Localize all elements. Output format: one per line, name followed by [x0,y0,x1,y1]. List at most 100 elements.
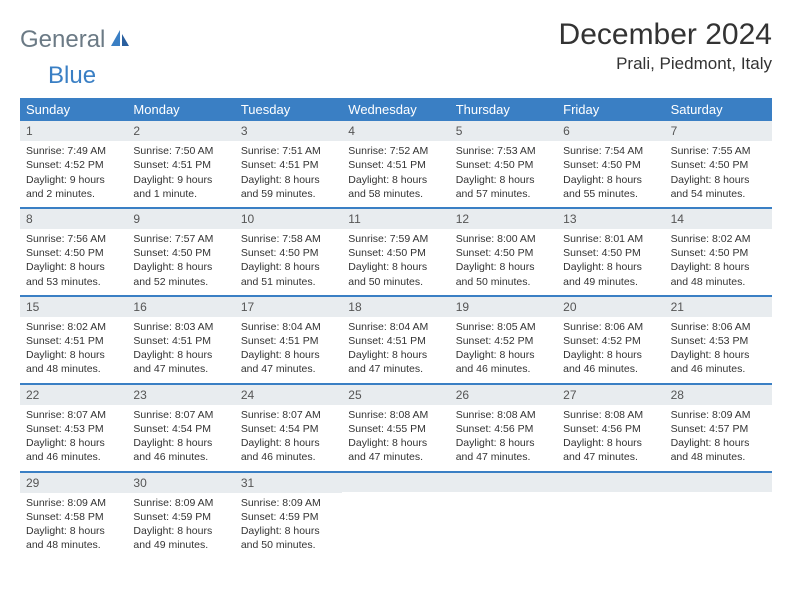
daylight-line: Daylight: 8 hours and 57 minutes. [456,173,551,201]
day-number: 20 [557,297,664,317]
day-number: 23 [127,385,234,405]
sunset-line: Sunset: 4:50 PM [241,246,336,260]
day-cell: 5Sunrise: 7:53 AMSunset: 4:50 PMDaylight… [450,121,557,207]
day-cell: 3Sunrise: 7:51 AMSunset: 4:51 PMDaylight… [235,121,342,207]
sunrise-line: Sunrise: 8:02 AM [26,320,121,334]
day-cell [450,473,557,559]
daylight-line: Daylight: 8 hours and 50 minutes. [241,524,336,552]
day-cell: 23Sunrise: 8:07 AMSunset: 4:54 PMDayligh… [127,385,234,471]
day-body: Sunrise: 8:00 AMSunset: 4:50 PMDaylight:… [450,229,557,295]
day-body: Sunrise: 8:07 AMSunset: 4:54 PMDaylight:… [235,405,342,471]
sunrise-line: Sunrise: 8:03 AM [133,320,228,334]
weekday-header: Saturday [665,98,772,121]
sunrise-line: Sunrise: 8:04 AM [241,320,336,334]
sunset-line: Sunset: 4:50 PM [671,246,766,260]
sunrise-line: Sunrise: 8:09 AM [133,496,228,510]
sunset-line: Sunset: 4:50 PM [563,158,658,172]
sunrise-line: Sunrise: 8:08 AM [563,408,658,422]
day-cell: 6Sunrise: 7:54 AMSunset: 4:50 PMDaylight… [557,121,664,207]
day-body: Sunrise: 8:02 AMSunset: 4:51 PMDaylight:… [20,317,127,383]
day-number: 19 [450,297,557,317]
day-cell: 7Sunrise: 7:55 AMSunset: 4:50 PMDaylight… [665,121,772,207]
day-cell: 14Sunrise: 8:02 AMSunset: 4:50 PMDayligh… [665,209,772,295]
day-body: Sunrise: 8:06 AMSunset: 4:52 PMDaylight:… [557,317,664,383]
day-cell: 18Sunrise: 8:04 AMSunset: 4:51 PMDayligh… [342,297,449,383]
sunrise-line: Sunrise: 8:01 AM [563,232,658,246]
day-number: 31 [235,473,342,493]
sail-icon [109,28,131,53]
day-number: 14 [665,209,772,229]
sunrise-line: Sunrise: 8:09 AM [671,408,766,422]
day-number [342,473,449,492]
day-number: 5 [450,121,557,141]
sunset-line: Sunset: 4:50 PM [563,246,658,260]
day-cell: 10Sunrise: 7:58 AMSunset: 4:50 PMDayligh… [235,209,342,295]
day-cell: 31Sunrise: 8:09 AMSunset: 4:59 PMDayligh… [235,473,342,559]
day-cell: 17Sunrise: 8:04 AMSunset: 4:51 PMDayligh… [235,297,342,383]
sunrise-line: Sunrise: 8:06 AM [671,320,766,334]
day-body: Sunrise: 8:08 AMSunset: 4:56 PMDaylight:… [557,405,664,471]
day-cell: 20Sunrise: 8:06 AMSunset: 4:52 PMDayligh… [557,297,664,383]
sunset-line: Sunset: 4:50 PM [456,246,551,260]
sunrise-line: Sunrise: 8:05 AM [456,320,551,334]
weeks-container: 1Sunrise: 7:49 AMSunset: 4:52 PMDaylight… [20,121,772,558]
day-body [665,492,772,542]
day-number [665,473,772,492]
daylight-line: Daylight: 8 hours and 53 minutes. [26,260,121,288]
daylight-line: Daylight: 8 hours and 47 minutes. [348,436,443,464]
sunset-line: Sunset: 4:50 PM [348,246,443,260]
day-number: 15 [20,297,127,317]
day-number: 4 [342,121,449,141]
day-body: Sunrise: 8:02 AMSunset: 4:50 PMDaylight:… [665,229,772,295]
day-cell: 4Sunrise: 7:52 AMSunset: 4:51 PMDaylight… [342,121,449,207]
day-cell: 21Sunrise: 8:06 AMSunset: 4:53 PMDayligh… [665,297,772,383]
daylight-line: Daylight: 8 hours and 52 minutes. [133,260,228,288]
calendar: SundayMondayTuesdayWednesdayThursdayFrid… [20,98,772,558]
day-number: 28 [665,385,772,405]
sunset-line: Sunset: 4:58 PM [26,510,121,524]
day-cell: 1Sunrise: 7:49 AMSunset: 4:52 PMDaylight… [20,121,127,207]
week-row: 22Sunrise: 8:07 AMSunset: 4:53 PMDayligh… [20,385,772,473]
sunset-line: Sunset: 4:57 PM [671,422,766,436]
day-number: 13 [557,209,664,229]
day-number: 18 [342,297,449,317]
week-row: 8Sunrise: 7:56 AMSunset: 4:50 PMDaylight… [20,209,772,297]
day-number: 7 [665,121,772,141]
daylight-line: Daylight: 8 hours and 46 minutes. [133,436,228,464]
day-cell: 25Sunrise: 8:08 AMSunset: 4:55 PMDayligh… [342,385,449,471]
daylight-line: Daylight: 8 hours and 46 minutes. [241,436,336,464]
day-body: Sunrise: 8:09 AMSunset: 4:59 PMDaylight:… [235,493,342,559]
day-number: 25 [342,385,449,405]
sunrise-line: Sunrise: 8:07 AM [241,408,336,422]
sunrise-line: Sunrise: 8:07 AM [133,408,228,422]
daylight-line: Daylight: 8 hours and 58 minutes. [348,173,443,201]
sunrise-line: Sunrise: 8:06 AM [563,320,658,334]
sunrise-line: Sunrise: 7:55 AM [671,144,766,158]
daylight-line: Daylight: 8 hours and 54 minutes. [671,173,766,201]
day-cell: 29Sunrise: 8:09 AMSunset: 4:58 PMDayligh… [20,473,127,559]
day-body: Sunrise: 7:58 AMSunset: 4:50 PMDaylight:… [235,229,342,295]
day-body: Sunrise: 7:51 AMSunset: 4:51 PMDaylight:… [235,141,342,207]
sunset-line: Sunset: 4:53 PM [26,422,121,436]
sunrise-line: Sunrise: 8:02 AM [671,232,766,246]
daylight-line: Daylight: 8 hours and 47 minutes. [456,436,551,464]
daylight-line: Daylight: 8 hours and 49 minutes. [133,524,228,552]
daylight-line: Daylight: 8 hours and 47 minutes. [563,436,658,464]
daylight-line: Daylight: 8 hours and 47 minutes. [133,348,228,376]
day-number: 6 [557,121,664,141]
sunrise-line: Sunrise: 7:57 AM [133,232,228,246]
day-cell: 16Sunrise: 8:03 AMSunset: 4:51 PMDayligh… [127,297,234,383]
sunset-line: Sunset: 4:51 PM [241,334,336,348]
day-body: Sunrise: 7:57 AMSunset: 4:50 PMDaylight:… [127,229,234,295]
day-cell [557,473,664,559]
day-body: Sunrise: 8:09 AMSunset: 4:57 PMDaylight:… [665,405,772,471]
day-number [450,473,557,492]
day-number: 21 [665,297,772,317]
daylight-line: Daylight: 8 hours and 51 minutes. [241,260,336,288]
sunrise-line: Sunrise: 7:59 AM [348,232,443,246]
weekday-header: Thursday [450,98,557,121]
day-body: Sunrise: 7:53 AMSunset: 4:50 PMDaylight:… [450,141,557,207]
day-number: 9 [127,209,234,229]
daylight-line: Daylight: 8 hours and 48 minutes. [671,260,766,288]
day-cell: 22Sunrise: 8:07 AMSunset: 4:53 PMDayligh… [20,385,127,471]
